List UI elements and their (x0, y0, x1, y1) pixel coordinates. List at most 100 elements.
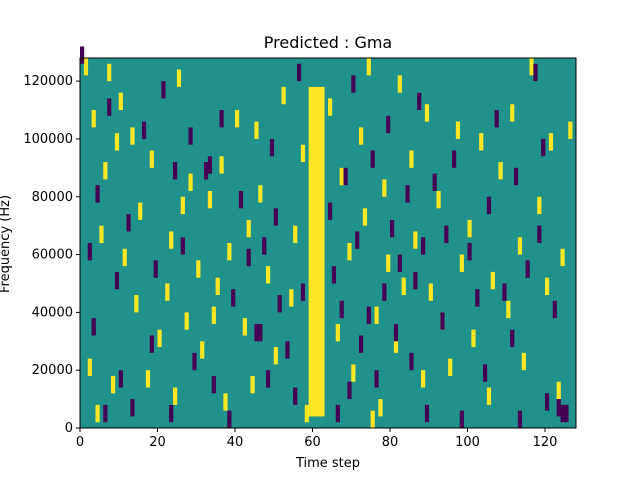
heatmap-cell-high (409, 150, 414, 168)
heatmap-cell-high (529, 58, 534, 76)
heatmap-cell-high (300, 144, 306, 163)
heatmap-cell-high (165, 283, 170, 301)
heatmap-cell-high (149, 150, 154, 168)
heatmap-cell-high (370, 410, 375, 428)
heatmap-cell-high (219, 156, 224, 174)
heatmap-cell-low (432, 173, 437, 191)
heatmap-cell-low (556, 399, 561, 417)
heatmap-background (80, 58, 576, 428)
heatmap-cell-high (266, 266, 271, 284)
heatmap-cell-high (122, 248, 127, 267)
heatmap-cell-high (556, 381, 561, 400)
heatmap-cell-high (180, 196, 185, 215)
heatmap-cell-high (386, 254, 391, 272)
heatmap-cell-high (362, 208, 368, 226)
heatmap-cell-high (378, 399, 383, 417)
heatmap-cell-high (455, 121, 461, 139)
heatmap-band-column (308, 86, 313, 417)
heatmap-cell-low (335, 404, 340, 423)
plot-frame (79, 57, 577, 429)
heatmap-cell-high (335, 323, 340, 342)
heatmap-cell-high (510, 104, 515, 122)
heatmap-cell-low (300, 283, 306, 301)
heatmap-cell-high (397, 75, 402, 93)
y-axis: 0 20000 40000 60000 80000 100000 120000 (23, 74, 80, 436)
heatmap-cells (80, 46, 573, 428)
heatmap-cell-high (157, 329, 162, 348)
heatmap-cell-low (114, 271, 120, 290)
y-tick-label: 0 (65, 421, 73, 436)
heatmap-cell-high (134, 295, 139, 313)
x-tick-label: 60 (304, 435, 321, 450)
heatmap-cell-high (459, 254, 464, 272)
heatmap-cell-low (355, 231, 360, 249)
heatmap-cell-low (541, 138, 546, 157)
x-tick-label: 20 (149, 435, 166, 450)
heatmap-cell-low (475, 289, 480, 307)
heatmap-cell-low (277, 295, 282, 313)
heatmap-cell-low (444, 225, 449, 243)
heatmap-cell-low (494, 110, 499, 128)
heatmap-cell-high (184, 312, 189, 330)
heatmap-cell-low (149, 335, 154, 353)
heatmap-cell-high (107, 63, 112, 82)
heatmap-cell-high (537, 196, 542, 215)
heatmap-cell-high (138, 202, 143, 220)
heatmap-cell-high (304, 404, 309, 423)
heatmap-cell-low (293, 387, 298, 405)
heatmap-cell-high (215, 277, 220, 296)
heatmap-cell-high (281, 86, 286, 105)
x-tick-label: 0 (76, 435, 84, 450)
heatmap-cell-low (91, 318, 96, 336)
heatmap-cell-low (173, 162, 178, 180)
heatmap-cell-low (153, 260, 158, 278)
heatmap-cell-low (517, 410, 523, 428)
heatmap-cell-low (328, 202, 333, 220)
heatmap-cell-low (386, 115, 391, 134)
heatmap-cell-high (211, 306, 216, 324)
heatmap-cell-low (258, 323, 263, 342)
heatmap-cell-low (370, 150, 375, 168)
x-tick-label: 120 (533, 435, 558, 450)
heatmap-cell-low (95, 185, 100, 203)
heatmap-cell-high (347, 243, 352, 261)
heatmap-cell-high (506, 300, 511, 319)
heatmap-cell-low (219, 110, 224, 128)
heatmap-cell-low (409, 352, 414, 371)
x-tick-label: 40 (227, 435, 244, 450)
heatmap-cell-high (196, 260, 201, 278)
heatmap-cell-low (459, 410, 464, 428)
heatmap-band-column (312, 86, 317, 417)
heatmap-cell-low (421, 237, 426, 255)
heatmap-cell-low (161, 81, 166, 99)
heatmap-cell-low (382, 283, 387, 301)
heatmap-cell-low (211, 375, 216, 394)
heatmap-cell-low (238, 190, 244, 209)
heatmap-cell-high (103, 162, 108, 180)
heatmap-cell-high (130, 127, 135, 145)
heatmap-cell-high (413, 231, 418, 249)
heatmap-cell-low (246, 248, 251, 267)
y-tick-label: 40000 (32, 305, 73, 320)
heatmap-cell-low (343, 167, 348, 186)
heatmap-cell-low (467, 243, 472, 261)
heatmap-cell-high (521, 352, 526, 371)
heatmap-cell-high (339, 167, 344, 186)
heatmap-cell-low (204, 162, 209, 180)
heatmap-cell-low (231, 289, 236, 307)
heatmap-cell-low (285, 341, 290, 359)
heatmap-cell-low (440, 312, 445, 330)
heatmap-cell-low (126, 214, 131, 232)
heatmap-cell-low (180, 237, 185, 255)
heatmap-cell-low (359, 335, 364, 353)
heatmap-cell-high (560, 248, 565, 267)
heatmap-cell-high (227, 243, 232, 261)
heatmap-cell-high (471, 329, 476, 348)
heatmap-cell-high (382, 179, 387, 197)
heatmap-cell-low (564, 404, 569, 423)
heatmap-cell-low (192, 352, 197, 371)
y-tick-label: 80000 (32, 190, 73, 205)
x-axis-label: Time step (295, 456, 360, 471)
heatmap-cell-low (80, 46, 85, 64)
heatmap-cell-low (537, 225, 542, 243)
